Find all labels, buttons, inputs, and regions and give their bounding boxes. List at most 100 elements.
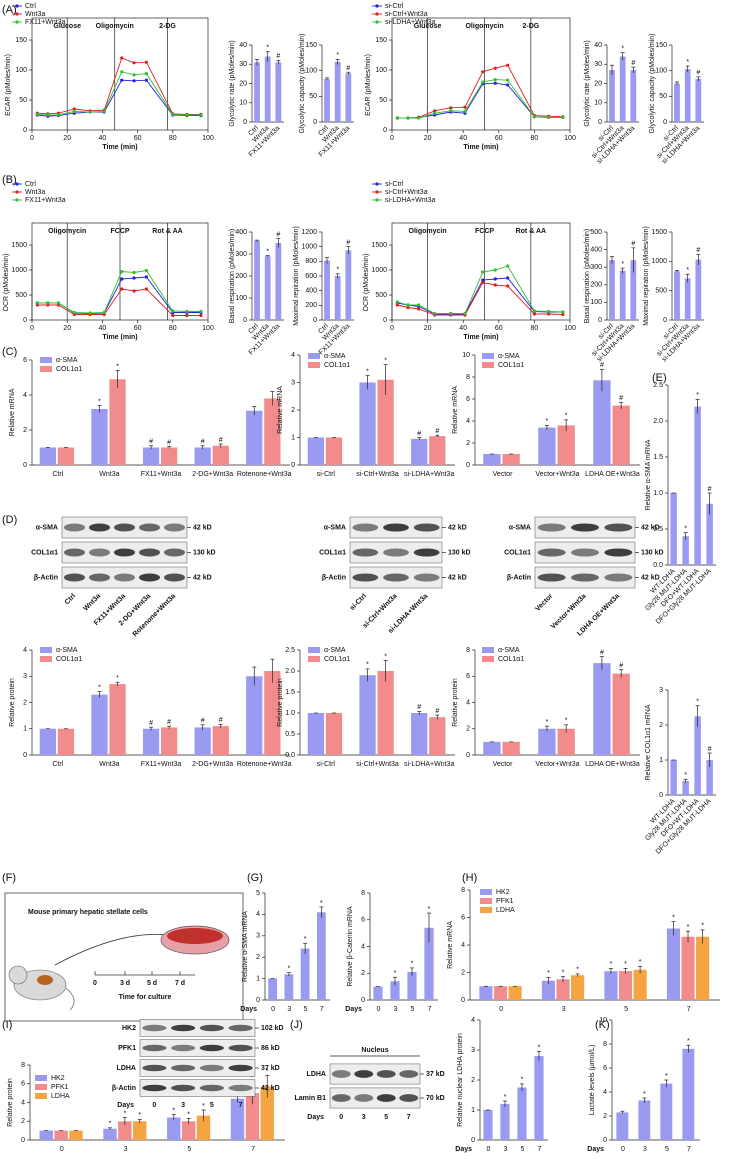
y-tick-label: 0	[659, 792, 663, 799]
blot-band	[142, 1024, 167, 1032]
significance-label: *	[621, 261, 624, 268]
significance-label: *	[116, 363, 119, 370]
lane-label: 0	[339, 1114, 343, 1121]
arrow	[54, 934, 169, 966]
y-tick-label: 0	[256, 997, 260, 1004]
significance-label: *	[546, 719, 549, 726]
blot-size-label: 37 kD	[261, 1065, 280, 1072]
y-tick-label: 4	[23, 647, 27, 654]
y-tick-label: 0.5	[285, 731, 295, 738]
blot-size-label: 42 kD	[448, 524, 467, 531]
y-tick-label: 4	[256, 911, 260, 918]
significance-label: *	[411, 961, 414, 968]
blot-band	[142, 1044, 167, 1052]
y-tick-label: 20	[594, 80, 602, 87]
y-tick-label: 1500	[371, 242, 387, 249]
blot-band	[413, 523, 440, 532]
data-point	[144, 275, 148, 279]
series-line	[37, 79, 201, 117]
y-tick-label: 10	[594, 100, 602, 107]
data-point	[46, 301, 50, 305]
x-tick-label: 3	[504, 1146, 508, 1153]
significance-label: *	[336, 52, 339, 59]
legend-label: FX11+Wnt3a	[25, 197, 66, 204]
blot-band	[199, 1044, 224, 1052]
y-tick-label: 4	[461, 942, 465, 949]
legend-label: α-SMA	[498, 647, 520, 654]
bar	[325, 713, 343, 755]
bar	[556, 979, 570, 1000]
blot-band	[199, 1064, 224, 1072]
panel-label: (I)	[2, 1019, 12, 1031]
legend-swatch	[40, 357, 52, 363]
data-point	[171, 313, 175, 318]
bar	[619, 56, 626, 122]
blot-size-label: 130 kD	[448, 549, 471, 556]
significance-label: *	[266, 248, 269, 255]
significance-label: *	[304, 936, 307, 943]
bar	[246, 676, 263, 755]
y-tick-label: 8	[461, 887, 465, 894]
blot-band	[571, 548, 599, 557]
y-tick-label: 5	[256, 890, 260, 897]
y-tick-label: 6	[466, 673, 470, 680]
panel-label: (B)	[2, 174, 17, 186]
bar	[254, 240, 260, 320]
blot-row-label: PFK1	[118, 1045, 136, 1052]
significance-label: *	[521, 1077, 524, 1084]
bar	[666, 928, 680, 1000]
blot-band	[352, 523, 379, 532]
blot-band	[537, 573, 566, 582]
panel-label: (C)	[2, 346, 17, 358]
data-point	[463, 109, 467, 113]
y-tick-label: 6	[361, 917, 365, 924]
y-tick-label: 100	[15, 67, 27, 74]
bar	[517, 1087, 527, 1140]
timeline-label: 3 d	[120, 980, 130, 987]
series-line	[397, 281, 563, 316]
x-tick-label: si-LDHA+Wnt3a	[404, 761, 454, 768]
panel-label: (H)	[462, 872, 477, 884]
bar	[300, 948, 310, 1000]
blot-size-label: 130 kD	[641, 549, 664, 556]
bar	[142, 728, 160, 755]
y-tick-label: 1.0	[285, 710, 295, 717]
y-axis-label: Relative nuclear LDHA protein	[457, 1033, 464, 1127]
y-tick-label: 3	[471, 1047, 475, 1054]
mouse-liver	[37, 975, 53, 985]
blot-band	[171, 1024, 196, 1032]
phase-label: 2-DG	[522, 23, 539, 30]
data-point	[171, 112, 175, 116]
y-tick-label: 200	[305, 302, 317, 309]
phase-label: Oligomycin	[465, 23, 503, 30]
significance-label: *	[684, 525, 687, 532]
significance-label: #	[201, 718, 205, 725]
y-tick-label: 0	[461, 997, 465, 1004]
bar	[194, 447, 211, 465]
x-tick-label: Vector+Wnt3a	[535, 761, 579, 768]
y-axis-label: ECAR (pMoles/min)	[5, 54, 12, 116]
blot-band	[64, 573, 85, 582]
legend-swatch	[308, 362, 320, 368]
blot-row-label: β-Actin	[322, 574, 346, 581]
x-tick-label: 7	[687, 1006, 691, 1013]
data-point	[449, 311, 453, 316]
data-point	[417, 116, 421, 120]
bar	[670, 493, 677, 565]
data-point	[493, 78, 497, 82]
series-line	[37, 57, 201, 115]
y-tick-label: 1.5	[653, 454, 663, 461]
bar	[260, 1086, 274, 1140]
bar	[264, 671, 281, 755]
bar	[612, 673, 630, 755]
bar	[54, 1130, 68, 1140]
y-axis-label: Relative protein	[452, 678, 459, 727]
data-point	[120, 277, 124, 281]
significance-label: *	[562, 969, 565, 976]
legend-label: Ctrl	[25, 181, 36, 188]
data-point	[433, 311, 437, 316]
y-axis-label: Relative mRNA	[277, 386, 284, 434]
x-tick-label: Vector+Wnt3a	[535, 471, 579, 478]
data-point	[120, 287, 124, 291]
x-tick-label: Rotenone+Wnt3a	[237, 471, 292, 478]
